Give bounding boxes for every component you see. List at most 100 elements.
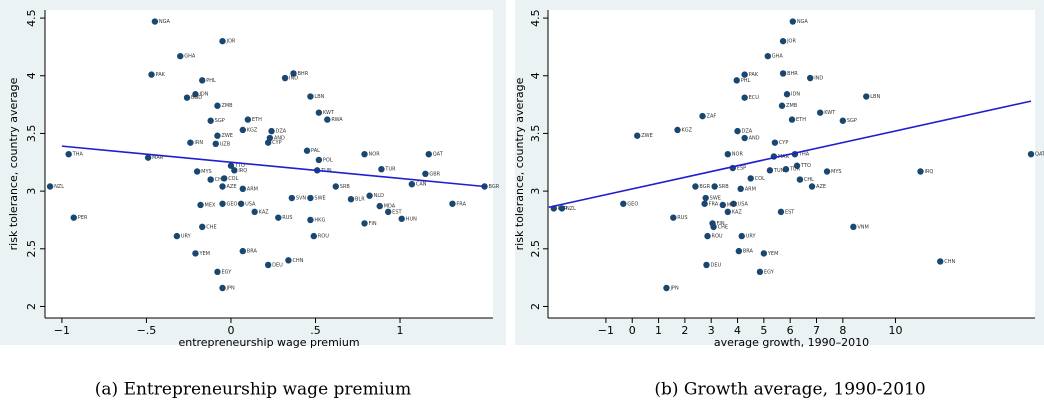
point-label: GBR (429, 171, 440, 177)
point-label: FRA (456, 201, 466, 207)
point (239, 126, 246, 134)
point (361, 220, 368, 227)
point (219, 284, 226, 292)
x-tick-label: 5 (760, 324, 767, 337)
point (425, 150, 432, 158)
point-label: CHE (206, 224, 216, 230)
point (674, 126, 681, 134)
x-tick-label: 1 (655, 324, 662, 337)
point (422, 170, 429, 178)
point-label: ARM (745, 186, 756, 192)
point (663, 284, 670, 292)
point-label: IDN (791, 92, 800, 98)
point (251, 208, 258, 216)
point (192, 91, 199, 98)
point-label: GEO (227, 201, 238, 207)
point-label: MAR (152, 155, 164, 161)
point-label: PAL (311, 148, 320, 154)
point-label: YEM (198, 251, 210, 257)
point-label: IND (289, 76, 298, 82)
point-label: BHR (298, 71, 309, 77)
x-tick-label: 8 (839, 324, 846, 337)
point-label: LBN (314, 94, 324, 100)
point-label: NGA (159, 19, 171, 25)
point-label: BLR (355, 197, 365, 203)
point (192, 250, 199, 257)
point (741, 71, 748, 78)
point (779, 37, 787, 45)
point-label: URY (746, 234, 757, 240)
point (703, 261, 710, 269)
point (779, 70, 787, 77)
point-label: CHE (718, 224, 728, 230)
point (315, 109, 323, 116)
point-label: JPN (226, 286, 235, 292)
caption: (b) Growth average, 1990-2010 (654, 380, 925, 400)
plot-area (45, 10, 493, 318)
point (307, 93, 314, 100)
point (839, 117, 847, 124)
x-tick-label: 7 (813, 324, 820, 337)
point-label: EGY (221, 269, 232, 275)
point (214, 102, 221, 109)
point (275, 214, 282, 221)
point-label: TTO (800, 163, 811, 169)
point (290, 70, 297, 77)
point-label: KAZ (732, 209, 743, 215)
point (310, 232, 317, 240)
point-label: BGR (489, 184, 500, 190)
point-label: CYP (779, 140, 788, 146)
point (307, 194, 314, 202)
y-tick-label: 4.5 (25, 9, 38, 27)
point (558, 205, 566, 212)
point (789, 18, 797, 25)
point-label: JPN (669, 286, 678, 292)
point (219, 183, 226, 190)
x-tick-label: 0 (227, 324, 234, 337)
point-label: FIN (369, 221, 377, 227)
point (719, 201, 726, 209)
point (212, 140, 219, 148)
point (741, 134, 748, 142)
point-label: MYS (831, 169, 842, 175)
point (227, 162, 235, 169)
point-label: GHA (184, 54, 196, 60)
point-label: THA (798, 152, 810, 158)
y-tick-label: 3.5 (529, 125, 542, 143)
y-tick-label: 2.5 (529, 240, 542, 257)
point (199, 223, 206, 231)
point-label: AND (749, 136, 760, 142)
point (177, 52, 184, 60)
point (917, 168, 924, 175)
point (268, 127, 275, 135)
point-label: NZL (54, 184, 64, 190)
point (808, 183, 816, 190)
point (756, 268, 764, 276)
point-label: ZMB (786, 103, 798, 109)
point (788, 116, 796, 123)
point-label: ROU (318, 234, 329, 240)
x-tick-label: 1 (397, 324, 404, 337)
point (307, 216, 314, 224)
point (701, 200, 708, 207)
point (823, 168, 831, 175)
point (46, 183, 54, 190)
point-label: GHA (772, 54, 784, 60)
point (65, 150, 72, 158)
point-label: SWE (710, 196, 721, 202)
point (332, 183, 339, 190)
point-label: SGP (847, 118, 857, 124)
plot-area (548, 10, 1035, 318)
y-tick-label: 3 (25, 188, 38, 195)
point (239, 185, 246, 193)
point (816, 109, 824, 116)
point-label: VNM (857, 224, 868, 230)
point (806, 74, 814, 82)
point-label: RUS (282, 215, 292, 221)
y-tick-label: 2 (25, 303, 38, 310)
point (288, 194, 296, 202)
point (376, 202, 383, 210)
y-axis-title: risk tolerance, country average (513, 77, 526, 250)
point (937, 258, 944, 265)
